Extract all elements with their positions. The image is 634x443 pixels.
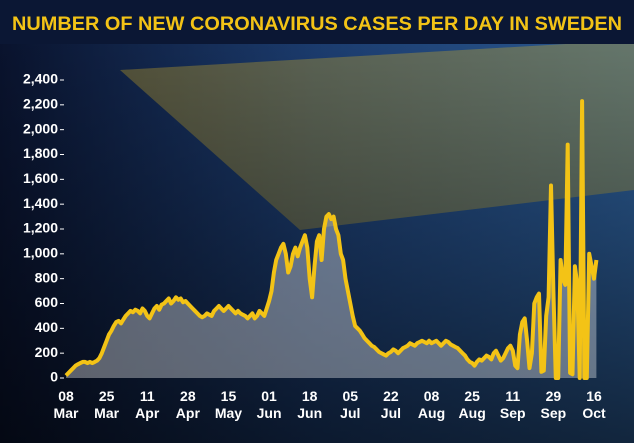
y-tick-label: 1,000 [23,245,58,261]
chart-title: NUMBER OF NEW CORONAVIRUS CASES PER DAY … [12,14,622,35]
y-tick-label: 600 [35,294,59,310]
x-tick-label: 29 Sep [540,388,567,421]
y-tick-label: 2,400 [23,71,58,87]
line [64,99,599,380]
x-tick-label: 25 Aug [458,388,486,421]
y-tick-label: 1,400 [23,195,58,211]
x-tick-label: 15 May [214,388,243,421]
x-tick-label: 11 Sep [499,388,526,421]
x-tick-label: 22 Jul [380,388,402,421]
y-tick-label: 2,000 [23,120,58,136]
x-tick-label: 11 Apr [135,388,160,421]
y-tick-label: 200 [35,344,59,360]
area-fill [66,101,597,378]
y-tick-label: 1,600 [23,170,58,186]
title-bar [0,0,634,44]
x-tick-label: 08 Mar [53,388,79,421]
x-tick-label: 25 Mar [94,388,120,421]
x-tick-label: 28 Apr [175,388,200,421]
y-tick-label: 0 [50,369,58,385]
y-tick-label: 1,800 [23,145,58,161]
x-tick-label: 01 Jun [256,388,282,421]
y-tick-label: 400 [35,319,59,335]
x-tick-label: 16 Oct [582,388,606,421]
x-tick-label: 18 Jun [297,388,323,421]
y-tick-label: 2,200 [23,96,58,112]
x-tick-label: 08 Aug [417,388,446,421]
y-tick-label: 1,200 [23,220,58,236]
y-tick-label: 800 [35,269,59,285]
x-tick-label: 05 Jul [340,388,361,421]
